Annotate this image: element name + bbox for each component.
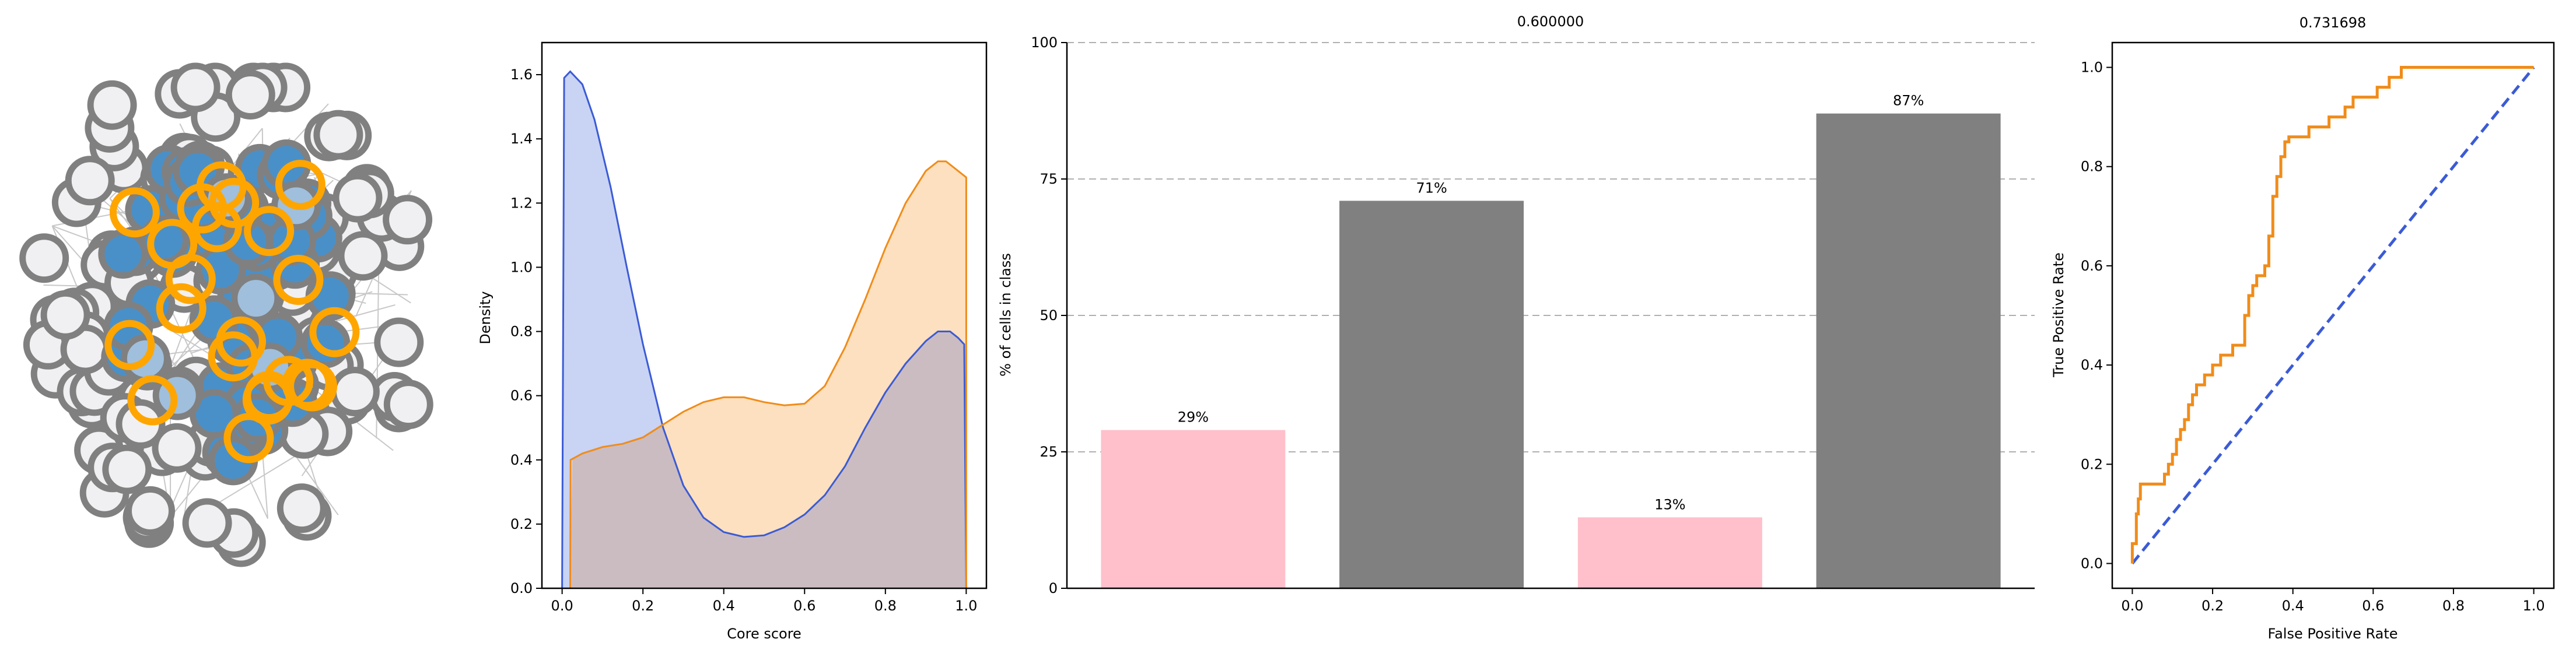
network-node-core-light	[231, 273, 281, 324]
network-node-core	[98, 229, 148, 279]
network-node-periphery	[338, 231, 388, 281]
network-node-highlighted	[109, 187, 160, 238]
bar-chart-title: 0.600000	[1517, 13, 1584, 30]
bar-1	[1101, 430, 1286, 588]
roc-y-tick-label: 0.2	[2081, 456, 2103, 472]
density-y-tick-label: 0.4	[510, 452, 533, 468]
density-y-tick-label: 1.0	[510, 259, 533, 275]
network-node-periphery	[374, 317, 424, 367]
roc-y-axis-label: True Positive Rate	[2050, 252, 2067, 378]
network-node-periphery	[65, 156, 115, 206]
bar-4	[1816, 113, 2001, 588]
bar-value-label: 71%	[1416, 180, 1447, 196]
network-node-periphery	[276, 483, 327, 533]
network-node-periphery	[182, 498, 232, 548]
roc-title: 0.731698	[2300, 15, 2367, 31]
roc-frame	[2111, 41, 2555, 589]
network-node-periphery	[40, 290, 90, 340]
bar-value-label: 29%	[1178, 409, 1209, 426]
network-node-periphery	[116, 399, 166, 449]
network-node-periphery	[19, 233, 69, 283]
density-plot-area	[561, 70, 967, 588]
bar-2	[1339, 201, 1524, 588]
density-x-tick-label: 0.8	[874, 598, 897, 614]
network-node-periphery	[102, 444, 152, 494]
bar-chart: 0 25 50 75 100 29% 71% 13% 87%	[1031, 34, 2035, 596]
bar-value-label: 13%	[1654, 496, 1685, 512]
density-x-tick-label: 0.6	[793, 598, 816, 614]
roc-x-tick-label: 0.8	[2442, 598, 2465, 614]
density-x-axis-label: Core score	[727, 626, 802, 642]
network-nodes	[19, 62, 433, 567]
network-node-periphery	[313, 110, 363, 160]
roc-y-tick-label: 0.4	[2081, 357, 2103, 373]
density-plot: 0.0 0.2 0.4 0.6 0.8 1.0 0.0 0.2 0.4 0.6 0.8 1.0 1.2 1…	[510, 41, 988, 614]
roc-x-axis-label: False Positive Rate	[2267, 626, 2398, 642]
density-y-tick-label: 1.6	[510, 66, 533, 83]
roc-y-tick-label: 0.0	[2081, 555, 2103, 571]
network-node-periphery	[125, 486, 175, 536]
density-overlap	[570, 331, 967, 588]
bar-value-label: 87%	[1893, 93, 1924, 109]
network-node-highlighted	[208, 331, 258, 382]
roc-x-tick-label: 1.0	[2523, 598, 2545, 614]
density-y-tick-label: 0.2	[510, 516, 533, 532]
network-node-periphery	[330, 367, 380, 417]
network-node-highlighted	[156, 283, 206, 333]
density-y-tick-label: 1.2	[510, 195, 533, 211]
network-node-highlighted	[275, 160, 326, 210]
density-x-tick-label: 0.2	[632, 598, 654, 614]
density-line-blue	[561, 70, 967, 588]
network-node-periphery	[332, 173, 383, 223]
network-graph	[19, 62, 433, 567]
network-node-highlighted	[223, 413, 274, 464]
network-node-periphery	[87, 80, 137, 130]
network-node-highlighted	[273, 255, 324, 305]
density-frame	[541, 41, 988, 589]
bar-y-tick-label: 25	[1040, 444, 1058, 460]
density-y-tick-label: 1.4	[510, 131, 533, 147]
density-y-tick-label: 0.8	[510, 324, 533, 340]
network-node-highlighted	[282, 359, 332, 409]
density-x-tick-label: 0.0	[551, 598, 573, 614]
roc-curve	[2130, 66, 2534, 564]
bar-y-tick-label: 0	[1049, 580, 1058, 596]
roc-x-tick-label: 0.6	[2362, 598, 2384, 614]
network-node-periphery	[170, 62, 220, 113]
roc-y-tick-label: 0.6	[2081, 258, 2103, 274]
network-node-highlighted	[104, 320, 155, 370]
density-y-tick-label: 0.6	[510, 388, 533, 404]
network-node-periphery	[383, 380, 433, 430]
bar-y-tick-label: 100	[1031, 34, 1058, 51]
density-y-axis-label: Density	[477, 291, 494, 344]
network-node-periphery	[383, 195, 433, 245]
roc-y-tick-label: 1.0	[2081, 59, 2103, 76]
roc-x-tick-label: 0.2	[2202, 598, 2224, 614]
network-node-highlighted	[196, 161, 247, 212]
density-x-tick-label: 1.0	[955, 598, 977, 614]
roc-x-tick-label: 0.0	[2121, 598, 2143, 614]
network-node-periphery	[225, 70, 275, 120]
density-line-orange	[569, 160, 967, 588]
roc-x-tick-label: 0.4	[2282, 598, 2304, 614]
density-x-tick-label: 0.4	[713, 598, 735, 614]
network-node-highlighted	[127, 375, 178, 426]
roc-y-tick-label: 0.8	[2081, 159, 2103, 175]
network-node-periphery	[152, 423, 202, 473]
roc-diagonal	[2131, 66, 2535, 565]
bar-chart-y-axis-label: % of cells in class	[998, 253, 1014, 377]
density-y-tick-label: 0.0	[510, 580, 533, 596]
bar-y-tick-label: 75	[1040, 171, 1058, 187]
bar-3	[1577, 517, 1762, 588]
network-node-highlighted	[244, 206, 295, 257]
network-node-highlighted	[309, 307, 360, 357]
network-node-highlighted	[165, 254, 216, 304]
roc-plot: 0.0 0.2 0.4 0.6 0.8 1.0 0.0 0.2 0.4 0.6 0.8 1.0	[2081, 41, 2555, 614]
bar-y-tick-label: 50	[1040, 307, 1058, 324]
